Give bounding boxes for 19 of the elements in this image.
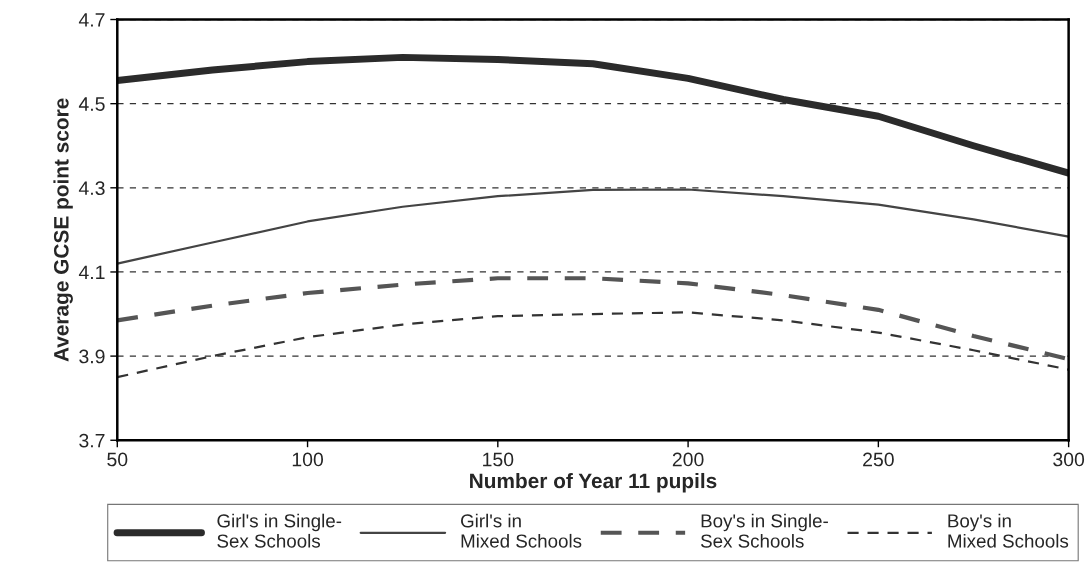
x-tick-label: 50 [107, 452, 128, 467]
line-series [117, 188, 1069, 265]
y-tick-label: 3.7 [79, 433, 105, 448]
x-tick-label: 200 [672, 452, 704, 467]
x-tick-label: 100 [292, 452, 324, 467]
legend-label: Girl's in Single- Sex Schools [217, 513, 342, 548]
legend-label: Boy's in Mixed Schools [948, 513, 1069, 548]
legend-label: Boy's in Single- Sex Schools [700, 513, 828, 548]
legend-label: Girl's in Mixed Schools [461, 513, 582, 548]
x-tick-label: 300 [1053, 452, 1085, 467]
y-tick-label: 4.5 [78, 97, 105, 111]
x-axis-title: Number of Year 11 pupils [470, 472, 717, 493]
y-tick-label: 4.1 [78, 265, 105, 280]
y-tick-label: 4.3 [78, 181, 105, 196]
x-tick-label: 150 [483, 452, 514, 467]
x-tick-label: 250 [863, 452, 894, 467]
y-tick-label: 4.7 [78, 13, 105, 27]
y-tick-label: 3.9 [79, 349, 105, 364]
y-axis-title: Average GCSE point score [53, 98, 73, 362]
